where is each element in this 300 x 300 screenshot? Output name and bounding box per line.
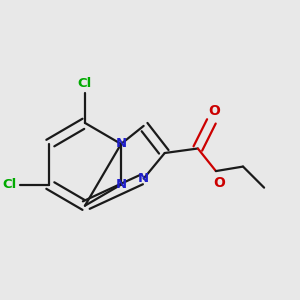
Text: N: N [116, 178, 127, 191]
Text: O: O [213, 176, 225, 190]
Text: O: O [208, 104, 220, 118]
Text: N: N [116, 137, 127, 151]
Text: N: N [138, 172, 149, 185]
Text: Cl: Cl [78, 77, 92, 90]
Text: Cl: Cl [2, 178, 17, 191]
